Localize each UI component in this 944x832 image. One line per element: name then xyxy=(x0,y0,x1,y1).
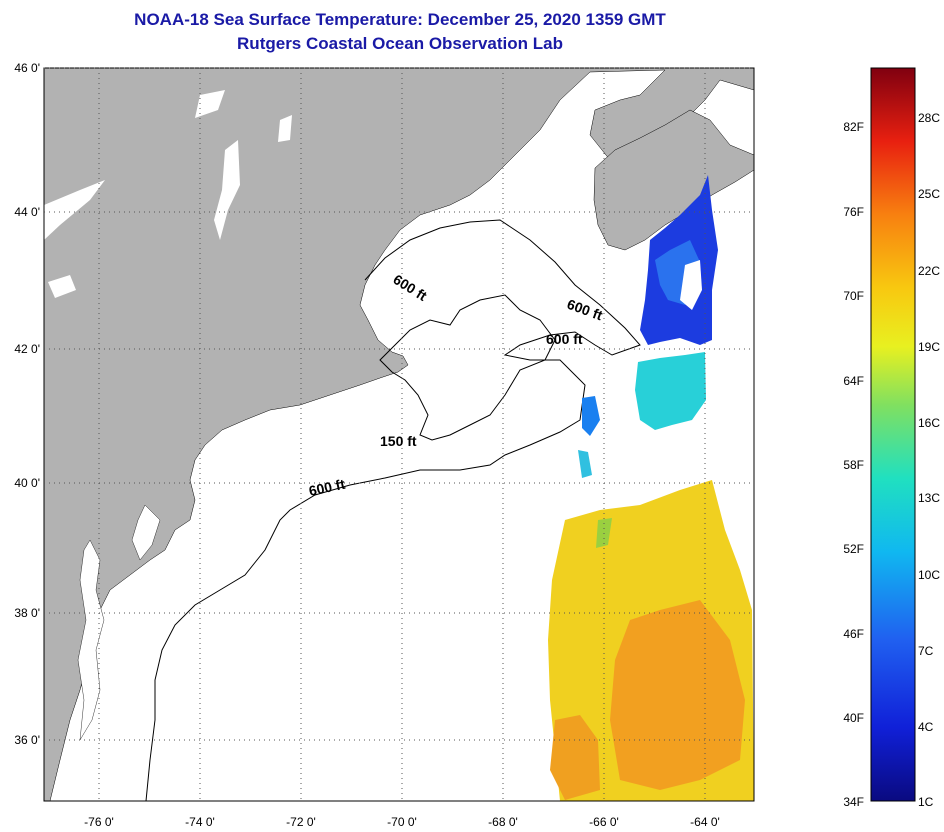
colorbar-f-label: 52F xyxy=(843,542,864,556)
contour-label-600ft-shelf-break: 600 ft xyxy=(307,476,346,499)
lon-label-74: -74 0' xyxy=(185,815,215,829)
colorbar-c-label: 4C xyxy=(918,720,934,734)
land-nova-scotia xyxy=(593,109,754,251)
lake xyxy=(195,90,225,118)
sst-clear-sky-gap xyxy=(680,260,702,310)
colorbar-f-label: 40F xyxy=(843,711,864,725)
colorbar-f-label: 64F xyxy=(843,374,864,388)
lon-label-70: -70 0' xyxy=(387,815,417,829)
map-title: NOAA-18 Sea Surface Temperature: Decembe… xyxy=(134,10,666,29)
contour-label-150ft: 150 ft xyxy=(380,433,417,449)
contour-600ft xyxy=(145,219,641,801)
delaware-bay xyxy=(131,504,161,561)
colorbar-c-label: 1C xyxy=(918,795,934,809)
colorbar-c-label: 28C xyxy=(918,111,940,125)
lake xyxy=(278,115,292,142)
colorbar-c-label: 25C xyxy=(918,187,940,201)
colorbar-f-label: 34F xyxy=(843,795,864,809)
longitude-labels: -76 0' -74 0' -72 0' -70 0' -68 0' -66 0… xyxy=(84,815,720,829)
lake xyxy=(44,180,105,240)
lon-label-72: -72 0' xyxy=(286,815,316,829)
temperature-colorbar: 82F 76F 70F 64F 58F 52F 46F 40F 34F 28C … xyxy=(843,67,940,809)
graticule xyxy=(44,67,754,801)
contour-label-600ft-georges-bank: 600 ft xyxy=(546,331,583,347)
lat-label-42: 42 0' xyxy=(14,342,40,356)
lon-label-66: -66 0' xyxy=(589,815,619,829)
colorbar-f-label: 58F xyxy=(843,458,864,472)
latitude-labels: 46 0' 44 0' 42 0' 40 0' 38 0' 36 0' xyxy=(14,61,40,747)
sst-patch-cool xyxy=(635,352,706,430)
lake xyxy=(214,140,240,240)
sst-patch-cool-2 xyxy=(582,396,600,436)
colorbar-gradient xyxy=(870,67,916,802)
lake xyxy=(48,275,76,298)
colorbar-f-label: 82F xyxy=(843,120,864,134)
colorbar-c-label: 19C xyxy=(918,340,940,354)
colorbar-f-label: 70F xyxy=(843,289,864,303)
contour-150ft xyxy=(379,294,556,441)
colorbar-c-label: 16C xyxy=(918,416,940,430)
colorbar-c-label: 22C xyxy=(918,264,940,278)
map-area xyxy=(44,68,754,801)
colorbar-c-label: 7C xyxy=(918,644,934,658)
lat-label-36: 36 0' xyxy=(14,733,40,747)
colorbar-f-label: 46F xyxy=(843,627,864,641)
colorbar-f-label: 76F xyxy=(843,205,864,219)
sst-patch-warm-orange-2 xyxy=(550,715,600,800)
land-us-mainland xyxy=(44,68,754,801)
lat-label-40: 40 0' xyxy=(14,476,40,490)
lon-label-68: -68 0' xyxy=(488,815,518,829)
lon-label-64: -64 0' xyxy=(690,815,720,829)
colorbar-c-label: 10C xyxy=(918,568,940,582)
lat-label-46: 46 0' xyxy=(14,61,40,75)
lon-label-76: -76 0' xyxy=(84,815,114,829)
map-subtitle: Rutgers Coastal Ocean Observation Lab xyxy=(237,34,563,53)
colorbar-c-label: 13C xyxy=(918,491,940,505)
chesapeake-bay xyxy=(77,539,105,741)
lat-label-38: 38 0' xyxy=(14,606,40,620)
sst-patch-warm-orange xyxy=(610,600,745,790)
lat-label-44: 44 0' xyxy=(14,205,40,219)
sst-patch-cool-3 xyxy=(578,450,592,478)
